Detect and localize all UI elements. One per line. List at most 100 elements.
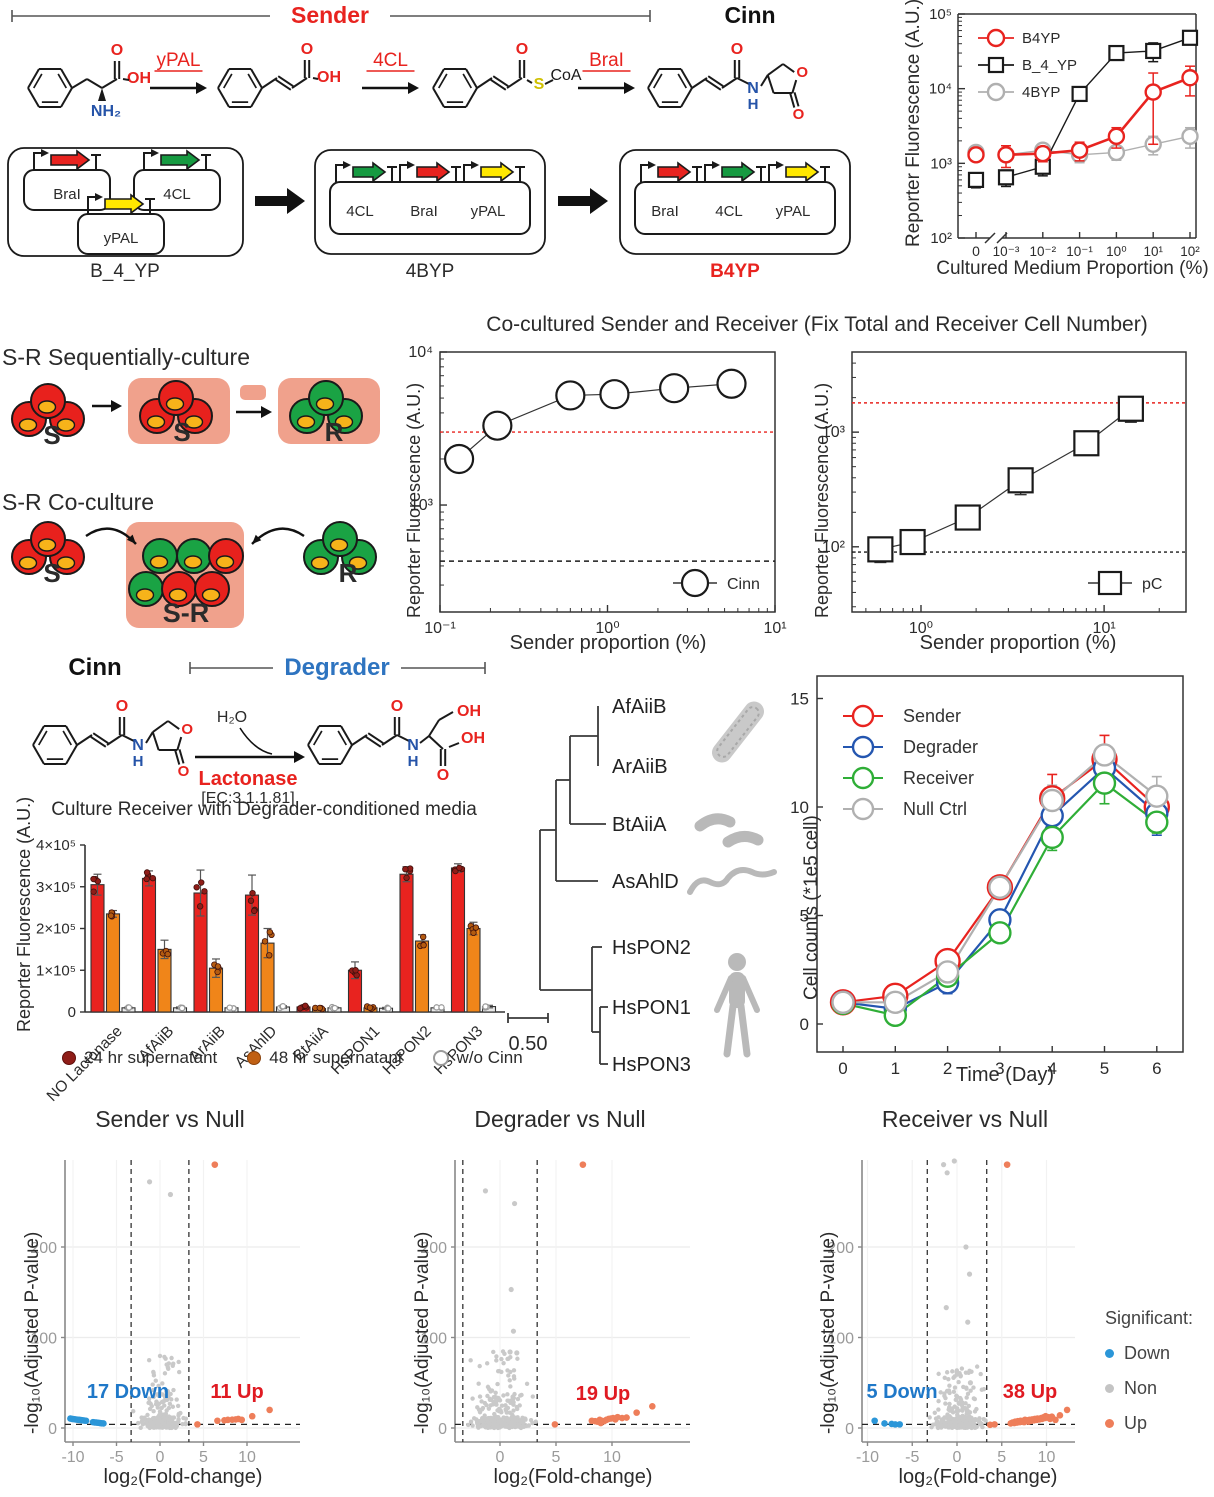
svg-text:0: 0 <box>438 1421 447 1438</box>
volcano2-title: Degrader vs Null <box>474 1106 646 1132</box>
svg-text:B_4_YP: B_4_YP <box>1022 57 1077 74</box>
construct-name-4byp: 4BYP <box>405 261 455 282</box>
svg-text:O: O <box>116 698 128 715</box>
svg-text:HsPON1: HsPON1 <box>612 997 691 1019</box>
cinn-plot-ylabel: Reporter Fluorescence (A.U.) <box>404 382 424 618</box>
svg-text:200: 200 <box>30 1240 57 1257</box>
svg-text:0: 0 <box>953 1449 962 1466</box>
svg-text:ArAiiB: ArAiiB <box>612 756 668 778</box>
svg-text:0: 0 <box>156 1449 165 1466</box>
svg-text:100: 100 <box>30 1331 57 1348</box>
svg-text:10²: 10² <box>1180 244 1200 259</box>
volcano2-xlabel: log₂(Fold-change) <box>493 1466 653 1488</box>
svg-text:100: 100 <box>420 1331 447 1348</box>
svg-text:10³: 10³ <box>930 155 952 172</box>
lactonase-label: Lactonase <box>198 768 298 790</box>
svg-text:O: O <box>181 721 193 738</box>
svg-text:0: 0 <box>68 1004 76 1021</box>
legend-up: Up <box>1105 1413 1193 1434</box>
significant-legend: Significant: Down Non Up <box>1105 1308 1193 1434</box>
phylo-tree-panel: AfAiiB ArAiiB BtAiiA AsAhlD HsPON2 HsPON1 HsPO… <box>507 696 777 1076</box>
svg-text:O: O <box>796 64 808 81</box>
v1-volcano: 0 100 200 -10 -5 0 5 10 17 Down 11 Up <box>30 1160 300 1466</box>
construct-name-b4yp: B4YP <box>710 261 760 282</box>
svg-text:O: O <box>793 106 805 123</box>
legend-48hr: 48 hr supernatant <box>247 1048 403 1068</box>
svg-text:AfAiiB: AfAiiB <box>612 696 666 718</box>
volcano3-title: Receiver vs Null <box>881 1106 1049 1132</box>
volcano3-xlabel: log₂(Fold-change) <box>898 1466 1058 1488</box>
svg-text:4CL: 4CL <box>163 186 191 203</box>
svg-text:5: 5 <box>800 907 809 926</box>
svg-text:-10: -10 <box>61 1449 84 1466</box>
svg-text:-10: -10 <box>856 1449 879 1466</box>
svg-text:4: 4 <box>1047 1059 1056 1078</box>
svg-text:N: N <box>132 737 144 754</box>
svg-text:10⁻¹: 10⁻¹ <box>424 620 456 637</box>
svg-text:38 Up: 38 Up <box>1003 1381 1057 1403</box>
medium-chart-ylabel: Reporter Fluorescence (A.U.) <box>903 0 924 247</box>
svg-text:yPAL: yPAL <box>471 203 506 220</box>
svg-text:10: 10 <box>603 1449 621 1466</box>
dot-wocinn-icon <box>432 1050 449 1066</box>
cocultured-title: Co-cultured Sender and Receiver (Fix Tot… <box>486 313 1148 336</box>
svg-text:yPAL: yPAL <box>104 230 139 247</box>
svg-text:0: 0 <box>838 1059 847 1078</box>
sr-diagrams-panel: S S R S R S-R <box>11 378 380 628</box>
up-dot-icon <box>1105 1419 1114 1428</box>
svg-text:HsPON3: HsPON3 <box>612 1054 691 1076</box>
volcano1-title: Sender vs Null <box>95 1106 245 1132</box>
svg-text:3×10⁵: 3×10⁵ <box>36 879 76 896</box>
cells-chart: 0 5 10 15 0 1 2 3 4 5 6 Sender Degrader Receiver Null … <box>790 675 1184 1078</box>
svg-text:5: 5 <box>997 1449 1006 1466</box>
svg-text:5: 5 <box>199 1449 208 1466</box>
nematode-worm-icon <box>687 867 777 895</box>
svg-text:BtAiiA: BtAiiA <box>612 814 667 836</box>
v2-volcano: 0 100 200 0 5 10 19 Up <box>420 1160 690 1466</box>
svg-text:O: O <box>437 767 449 784</box>
svg-text:10⁰: 10⁰ <box>595 620 619 637</box>
svg-text:2×10⁵: 2×10⁵ <box>36 921 76 938</box>
svg-text:N: N <box>747 80 759 97</box>
svg-text:4CL: 4CL <box>373 50 408 71</box>
curved-bacterium-icon <box>694 813 736 832</box>
legend-non: Non <box>1105 1378 1193 1399</box>
svg-text:S: S <box>534 76 545 93</box>
svg-text:10³: 10³ <box>822 424 846 441</box>
svg-text:0: 0 <box>972 243 980 259</box>
svg-text:Null Ctrl: Null Ctrl <box>903 799 967 819</box>
svg-text:-5: -5 <box>109 1449 123 1466</box>
svg-text:1: 1 <box>891 1059 900 1078</box>
svg-text:11 Up: 11 Up <box>210 1381 263 1403</box>
svg-text:19 Up: 19 Up <box>576 1383 630 1405</box>
svg-text:200: 200 <box>420 1240 447 1257</box>
svg-text:6: 6 <box>1152 1059 1161 1078</box>
rod-bacterium-icon <box>711 701 765 763</box>
sender-pathway-label: Sender <box>270 2 390 29</box>
svg-text:O: O <box>111 42 123 59</box>
svg-text:10⁻¹: 10⁻¹ <box>1066 244 1093 259</box>
svg-text:10: 10 <box>1038 1449 1056 1466</box>
dot-24hr-icon <box>62 1051 76 1065</box>
svg-text:OH: OH <box>317 69 341 86</box>
svg-text:10⁴: 10⁴ <box>408 344 433 361</box>
svg-text:O: O <box>178 763 190 780</box>
cells-xlabel: Time (Day) <box>955 1064 1055 1086</box>
svg-text:0: 0 <box>496 1449 505 1466</box>
svg-text:S: S <box>43 558 60 588</box>
svg-text:10⁰: 10⁰ <box>909 620 933 637</box>
cinn-plot: 10³ 10⁴ 10⁻¹ 10⁰ 10¹ Cinn <box>408 344 786 637</box>
volcano2-ylabel: -log₁₀(Adjusted P-value) <box>412 1231 433 1434</box>
non-dot-icon <box>1105 1384 1114 1393</box>
svg-text:BraI: BraI <box>53 186 81 203</box>
cinn-heading: Cinn <box>68 654 122 681</box>
pc-plot-ylabel: Reporter Fluorescence (A.U.) <box>812 382 832 618</box>
pc-plot-xlabel: Sender proportion (%) <box>919 632 1117 654</box>
svg-text:0.50: 0.50 <box>509 1033 548 1055</box>
svg-text:0: 0 <box>845 1421 854 1438</box>
svg-text:10⁵: 10⁵ <box>929 6 952 23</box>
svg-text:200: 200 <box>827 1240 854 1257</box>
svg-text:OH: OH <box>127 70 151 87</box>
